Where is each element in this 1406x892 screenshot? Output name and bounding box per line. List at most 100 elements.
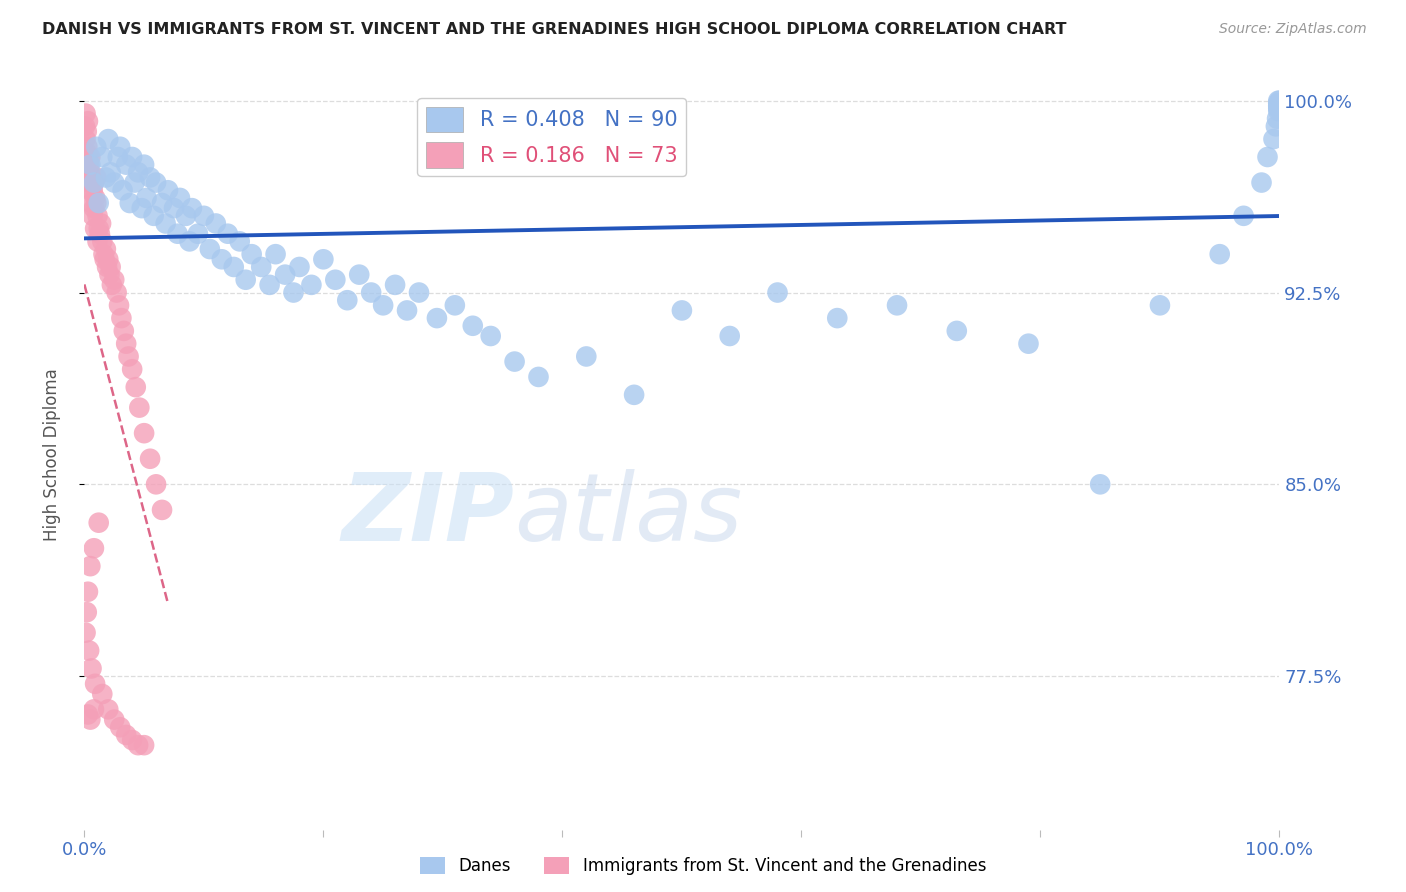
Point — [77, 150, 100, 164]
Point — [128, 401, 150, 415]
Point — [139, 170, 162, 185]
Point — [1090, 477, 1112, 491]
Text: Source: ZipAtlas.com: Source: ZipAtlas.com — [1219, 22, 1367, 37]
Point — [86, 170, 108, 185]
Point — [1264, 120, 1286, 134]
Point — [93, 247, 115, 261]
Point — [503, 354, 526, 368]
Point — [1250, 176, 1272, 190]
Point — [264, 247, 287, 261]
Point — [100, 260, 122, 274]
Point — [97, 252, 120, 267]
Point — [83, 201, 105, 215]
Point — [426, 311, 449, 326]
Point — [84, 191, 107, 205]
Point — [336, 293, 359, 308]
Point — [312, 252, 335, 267]
Point — [76, 158, 98, 172]
Point — [86, 196, 108, 211]
Point — [112, 324, 135, 338]
Y-axis label: High School Diploma: High School Diploma — [42, 368, 60, 541]
Point — [274, 268, 297, 282]
Point — [384, 277, 406, 292]
Point — [97, 702, 120, 716]
Point — [86, 235, 108, 249]
Point — [101, 277, 124, 292]
Point — [110, 140, 132, 154]
Point — [75, 145, 97, 159]
Point — [259, 277, 281, 292]
Point — [235, 273, 257, 287]
Point — [1018, 336, 1040, 351]
Point — [139, 451, 162, 466]
Point — [1265, 112, 1288, 126]
Point — [82, 209, 104, 223]
Point — [80, 170, 103, 185]
Point — [96, 260, 118, 274]
Point — [118, 196, 141, 211]
Point — [1267, 94, 1289, 108]
Point — [105, 285, 128, 300]
Point — [360, 285, 382, 300]
Point — [107, 150, 129, 164]
Point — [193, 209, 215, 223]
Point — [150, 196, 173, 211]
Point — [77, 114, 100, 128]
Point — [187, 227, 209, 241]
Point — [1257, 150, 1279, 164]
Point — [79, 158, 101, 172]
Point — [135, 191, 157, 205]
Point — [288, 260, 311, 274]
Point — [211, 252, 233, 267]
Point — [1267, 103, 1289, 118]
Point — [250, 260, 273, 274]
Point — [91, 150, 114, 164]
Point — [217, 227, 239, 241]
Point — [77, 158, 100, 172]
Point — [75, 132, 97, 146]
Point — [886, 298, 908, 312]
Point — [145, 176, 167, 190]
Point — [83, 176, 105, 190]
Point — [121, 362, 143, 376]
Point — [461, 318, 484, 333]
Point — [115, 158, 138, 172]
Point — [1267, 99, 1289, 113]
Point — [150, 503, 173, 517]
Point — [575, 350, 598, 364]
Point — [946, 324, 969, 338]
Point — [83, 541, 105, 556]
Point — [198, 242, 221, 256]
Point — [179, 235, 201, 249]
Text: ZIP: ZIP — [342, 469, 515, 561]
Point — [169, 191, 191, 205]
Point — [396, 303, 419, 318]
Point — [76, 140, 98, 154]
Point — [145, 477, 167, 491]
Point — [1267, 96, 1289, 111]
Point — [229, 235, 252, 249]
Point — [444, 298, 467, 312]
Point — [91, 235, 114, 249]
Point — [91, 687, 114, 701]
Point — [77, 176, 100, 190]
Point — [77, 584, 100, 599]
Point — [623, 388, 645, 402]
Point — [174, 209, 197, 223]
Point — [766, 285, 789, 300]
Point — [301, 277, 323, 292]
Point — [222, 260, 245, 274]
Point — [1267, 96, 1289, 111]
Point — [1149, 298, 1171, 312]
Point — [205, 217, 228, 231]
Point — [100, 165, 122, 179]
Point — [163, 201, 186, 215]
Point — [283, 285, 305, 300]
Point — [671, 303, 693, 318]
Point — [157, 183, 180, 197]
Point — [79, 165, 101, 179]
Point — [86, 140, 108, 154]
Point — [408, 285, 430, 300]
Point — [76, 124, 98, 138]
Point — [1209, 247, 1232, 261]
